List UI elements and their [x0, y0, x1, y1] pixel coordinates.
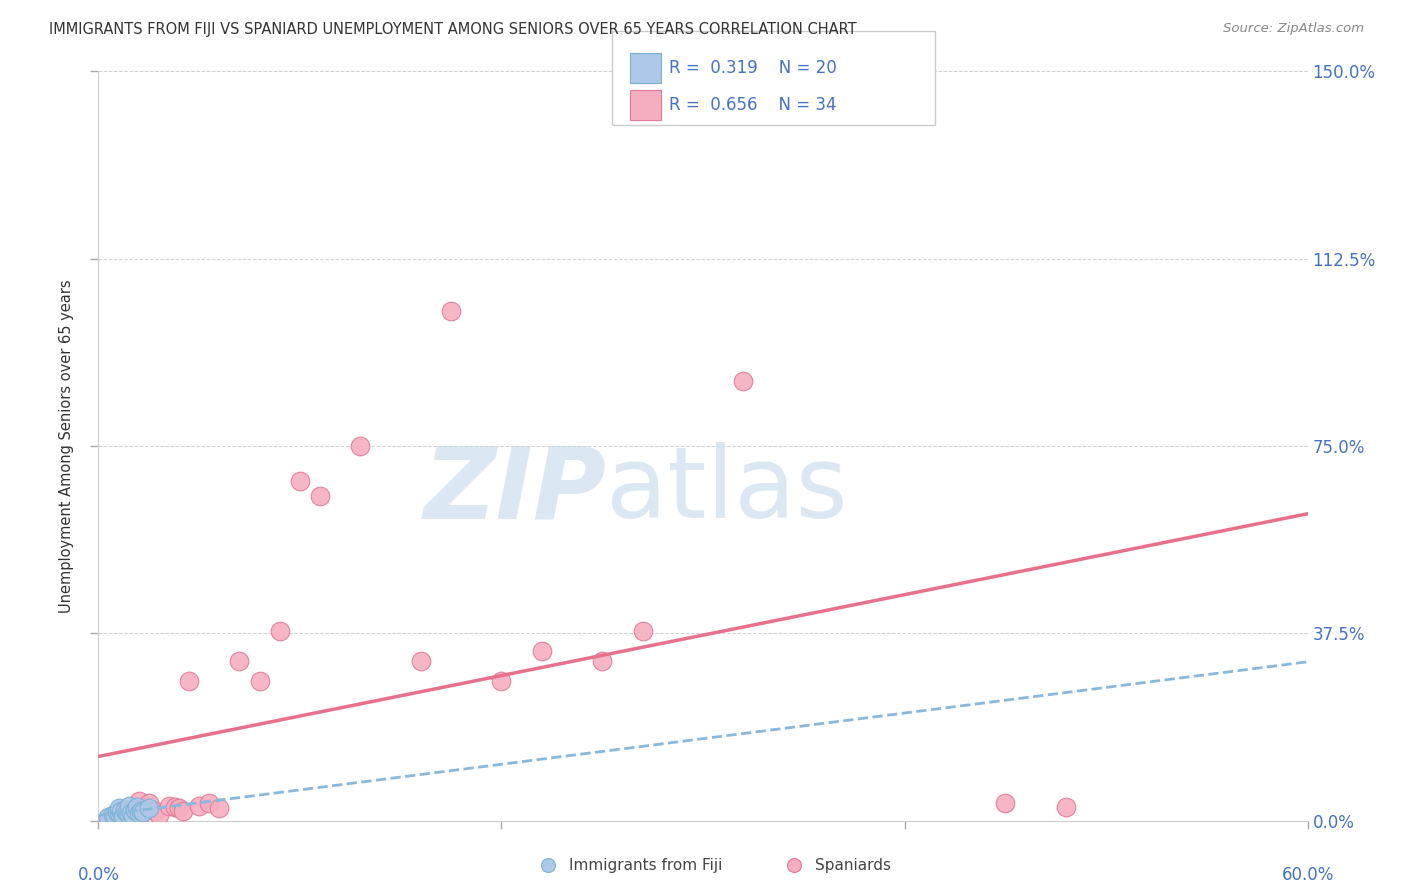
Point [101, 807, 124, 822]
Text: R =  0.656    N = 34: R = 0.656 N = 34 [669, 96, 837, 114]
Point [118, 798, 141, 813]
Point [107, 801, 129, 815]
Point [873, 798, 896, 813]
Point [440, 304, 463, 318]
Point [97, 811, 120, 825]
Point [994, 796, 1017, 810]
Point [409, 654, 432, 668]
Point [132, 805, 155, 819]
Point [124, 801, 146, 815]
Point [138, 801, 160, 815]
Text: IMMIGRANTS FROM FIJI VS SPANIARD UNEMPLOYMENT AMONG SENIORS OVER 65 YEARS CORREL: IMMIGRANTS FROM FIJI VS SPANIARD UNEMPLO… [49, 22, 856, 37]
Text: Source: ZipAtlas.com: Source: ZipAtlas.com [1223, 22, 1364, 36]
Text: 0.0%: 0.0% [77, 865, 120, 884]
Point [115, 805, 138, 819]
Point [128, 806, 150, 821]
Point [1226, 798, 1249, 813]
Text: atlas: atlas [606, 442, 848, 540]
Point [128, 794, 150, 808]
Point [105, 805, 128, 819]
Point [309, 489, 332, 503]
Point [111, 808, 134, 822]
Point [269, 624, 291, 638]
Point [530, 644, 553, 658]
Point [349, 439, 371, 453]
Point [110, 804, 132, 818]
Point [288, 474, 311, 488]
Point [148, 807, 170, 822]
Point [107, 810, 129, 824]
Point [179, 673, 201, 688]
Point [120, 806, 142, 821]
Point [228, 654, 250, 668]
Point [591, 654, 613, 668]
Point [118, 807, 141, 822]
Point [97, 810, 120, 824]
Point [103, 808, 125, 822]
Point [111, 806, 134, 821]
Point [132, 805, 155, 819]
Point [107, 806, 129, 821]
Text: R =  0.319    N = 20: R = 0.319 N = 20 [669, 59, 837, 77]
Point [125, 799, 148, 814]
Point [138, 796, 160, 810]
Point [249, 673, 271, 688]
Point [103, 808, 125, 822]
Text: Spaniards: Spaniards [815, 858, 891, 872]
Point [121, 808, 143, 822]
Point [129, 804, 152, 818]
Y-axis label: Unemployment Among Seniors over 65 years: Unemployment Among Seniors over 65 years [59, 279, 75, 613]
Point [198, 796, 221, 810]
Point [1054, 799, 1077, 814]
Point [163, 799, 186, 814]
Point [118, 808, 141, 822]
Point [167, 801, 190, 815]
Point [172, 804, 194, 818]
Text: Immigrants from Fiji: Immigrants from Fiji [569, 858, 723, 872]
Text: ZIP: ZIP [423, 442, 606, 540]
Point [114, 803, 136, 817]
Point [188, 798, 211, 813]
Point [208, 801, 231, 815]
Point [491, 673, 513, 688]
Point [124, 803, 146, 817]
Point [631, 624, 654, 638]
Point [143, 804, 166, 818]
Text: 60.0%: 60.0% [1281, 865, 1334, 884]
Point [733, 374, 755, 388]
Point [157, 798, 180, 813]
